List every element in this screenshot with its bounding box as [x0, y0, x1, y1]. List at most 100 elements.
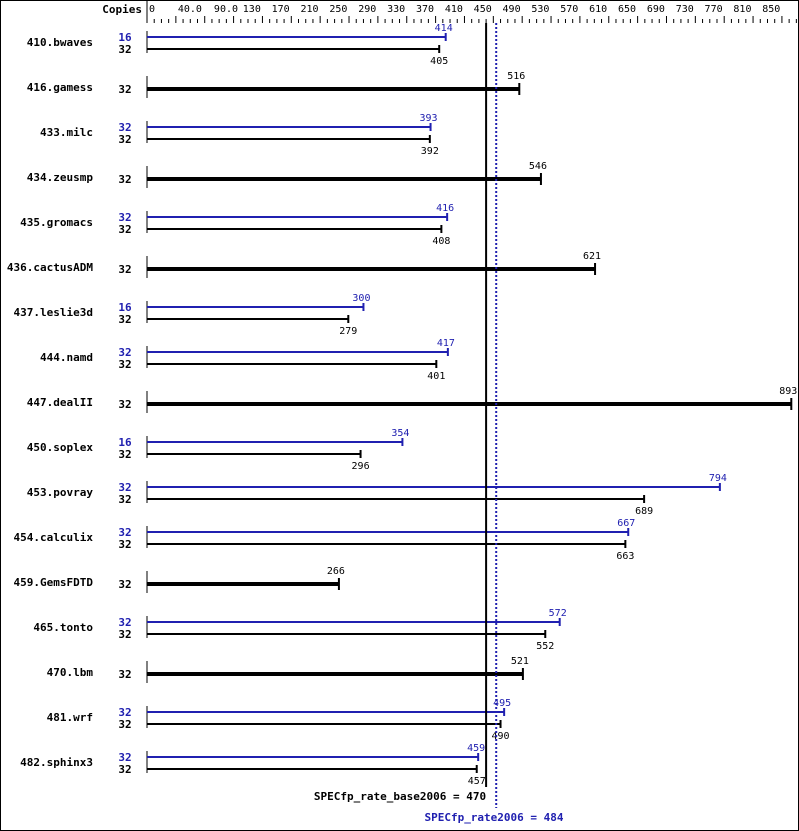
x-tick-label: 810: [733, 4, 751, 15]
x-tick-label: 850: [762, 4, 780, 15]
benchmark-name: 470.lbm: [47, 666, 94, 679]
base-copies: 32: [118, 358, 131, 371]
x-tick-label: 570: [560, 4, 578, 15]
base-value-label: 392: [421, 146, 439, 157]
base-copies: 32: [118, 763, 131, 776]
base-copies: 32: [118, 173, 131, 186]
peak-value-label: 572: [549, 608, 567, 619]
benchmark-name: 447.dealII: [27, 396, 93, 409]
base-copies: 32: [118, 628, 131, 641]
base-value-label: 279: [339, 326, 357, 337]
x-tick-label: 330: [387, 4, 405, 15]
peak-value-label: 300: [352, 293, 370, 304]
x-tick-label: 610: [589, 4, 607, 15]
benchmark-name: 410.bwaves: [27, 36, 93, 49]
x-tick-label: 250: [329, 4, 347, 15]
benchmark-name: 435.gromacs: [20, 216, 93, 229]
peak-copies: 16: [118, 436, 132, 449]
x-tick-label: 730: [676, 4, 694, 15]
peak-copies: 32: [118, 706, 131, 719]
peak-value-label: 416: [436, 203, 454, 214]
base-copies: 32: [118, 83, 131, 96]
base-copies: 32: [118, 43, 131, 56]
peak-copies: 32: [118, 121, 131, 134]
x-tick-label: 0: [149, 4, 155, 15]
x-tick-label: 490: [503, 4, 521, 15]
copies-header: Copies: [102, 3, 142, 16]
base-value-label: 521: [511, 656, 529, 667]
peak-copies: 16: [118, 31, 132, 44]
base-value-label: 408: [432, 236, 450, 247]
benchmark-name: 459.GemsFDTD: [14, 576, 94, 589]
benchmark-name: 437.leslie3d: [14, 306, 93, 319]
peak-value-label: 414: [435, 23, 453, 34]
base-copies: 32: [118, 133, 131, 146]
x-tick-label: 170: [272, 4, 290, 15]
base-copies: 32: [118, 718, 131, 731]
x-tick-label: 40.0: [178, 4, 202, 15]
benchmark-name: 436.cactusADM: [7, 261, 93, 274]
base-copies: 32: [118, 578, 131, 591]
base-value-label: 546: [529, 161, 547, 172]
base-value-label: 663: [616, 551, 634, 562]
x-tick-label: 210: [301, 4, 319, 15]
benchmark-name: 450.soplex: [27, 441, 94, 454]
base-value-label: 621: [583, 251, 601, 262]
peak-summary-label: SPECfp_rate2006 = 484: [424, 811, 563, 824]
peak-copies: 32: [118, 346, 131, 359]
base-value-label: 401: [427, 371, 445, 382]
peak-copies: 32: [118, 526, 131, 539]
base-value-label: 296: [352, 461, 370, 472]
base-value-label: 266: [327, 566, 345, 577]
x-tick-label: 290: [358, 4, 376, 15]
peak-value-label: 495: [493, 698, 511, 709]
benchmark-name: 453.povray: [27, 486, 94, 499]
peak-value-label: 667: [617, 518, 635, 529]
peak-copies: 16: [118, 301, 132, 314]
x-tick-label: 530: [531, 4, 549, 15]
peak-value-label: 459: [467, 743, 485, 754]
peak-copies: 32: [118, 751, 131, 764]
base-copies: 32: [118, 493, 131, 506]
base-value-label: 490: [492, 731, 510, 742]
peak-value-label: 354: [391, 428, 409, 439]
base-copies: 32: [118, 263, 131, 276]
x-tick-label: 90.0: [214, 4, 238, 15]
peak-copies: 32: [118, 616, 131, 629]
peak-copies: 32: [118, 211, 131, 224]
base-copies: 32: [118, 538, 131, 551]
benchmark-name: 434.zeusmp: [27, 171, 94, 184]
x-tick-label: 130: [243, 4, 261, 15]
base-value-label: 457: [468, 776, 486, 787]
benchmark-name: 481.wrf: [47, 711, 93, 724]
x-tick-label: 450: [474, 4, 492, 15]
peak-value-label: 794: [709, 473, 727, 484]
peak-copies: 32: [118, 481, 131, 494]
base-value-label: 893: [779, 386, 797, 397]
benchmark-name: 482.sphinx3: [20, 756, 93, 769]
peak-value-label: 393: [420, 113, 438, 124]
base-copies: 32: [118, 398, 131, 411]
base-value-label: 405: [430, 56, 448, 67]
benchmark-name: 444.namd: [40, 351, 93, 364]
x-tick-label: 690: [647, 4, 665, 15]
base-copies: 32: [118, 448, 131, 461]
x-tick-label: 410: [445, 4, 463, 15]
benchmark-name: 433.milc: [40, 126, 93, 139]
x-tick-label: 650: [618, 4, 636, 15]
x-tick-label: 770: [705, 4, 723, 15]
base-copies: 32: [118, 313, 131, 326]
peak-value-label: 417: [437, 338, 455, 349]
base-copies: 32: [118, 223, 131, 236]
base-value-label: 516: [507, 71, 525, 82]
benchmark-name: 416.gamess: [27, 81, 93, 94]
x-tick-label: 370: [416, 4, 434, 15]
benchmark-name: 465.tonto: [33, 621, 93, 634]
base-value-label: 552: [536, 641, 554, 652]
benchmark-name: 454.calculix: [14, 531, 94, 544]
base-copies: 32: [118, 668, 131, 681]
base-value-label: 689: [635, 506, 653, 517]
base-summary-label: SPECfp_rate_base2006 = 470: [314, 790, 486, 803]
